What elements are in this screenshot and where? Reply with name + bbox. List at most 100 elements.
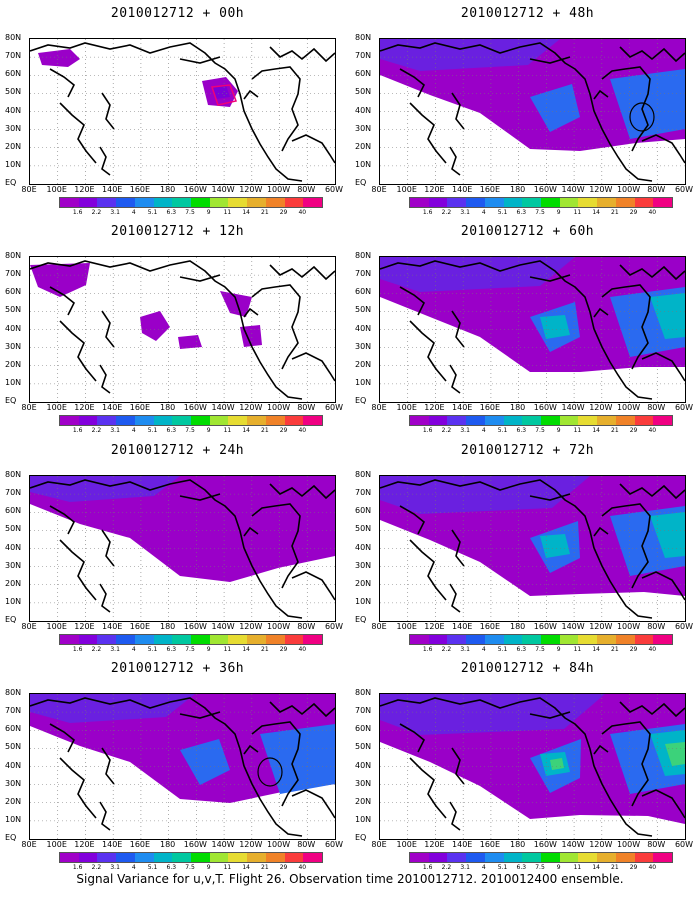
coastline (451, 529, 465, 567)
coastline (101, 529, 115, 567)
color-bar-swatch (503, 853, 523, 862)
figure-caption: Signal Variance for u,v,T. Flight 26. Ob… (76, 872, 624, 886)
color-bar-swatch (228, 198, 248, 207)
lon-tick-label: 140E (102, 840, 123, 849)
lon-tick-label: 120W (589, 403, 613, 412)
lat-tick-label: 30N (355, 341, 372, 351)
color-bar-swatch (653, 198, 673, 207)
lon-tick-label: 140W (561, 622, 585, 631)
color-bar-label: 11 (573, 864, 582, 871)
lon-tick-label: 80W (297, 622, 316, 631)
color-bar-swatch (597, 416, 616, 425)
color-bar-label: 5.1 (497, 864, 508, 871)
color-bar-label: 1.6 (422, 864, 433, 871)
variance-contour (665, 742, 685, 766)
color-bar-label: 11 (223, 427, 232, 434)
color-bar-swatch (428, 635, 448, 644)
lon-tick-label: 180 (159, 403, 176, 412)
color-bar-label: 5.1 (147, 209, 158, 216)
color-bar-label: 29 (629, 209, 638, 216)
lat-tick-label: 40N (355, 542, 372, 552)
lat-tick-label: 40N (5, 105, 22, 115)
color-bar-label: 5.1 (497, 209, 508, 216)
lat-tick-label: 20N (5, 359, 22, 369)
coastline (269, 701, 335, 718)
coastline (529, 274, 571, 282)
lon-tick-label: 140W (561, 185, 585, 194)
color-bar-label: 6.3 (516, 646, 527, 653)
coastline (99, 364, 111, 394)
color-bar-swatch (191, 198, 210, 207)
coastline (59, 320, 97, 382)
lon-tick-label: 60W (324, 622, 344, 631)
lat-tick-label: 70N (5, 51, 22, 61)
lon-tick-label: 120E (74, 840, 95, 849)
map-canvas (380, 257, 685, 402)
color-bar-label: 2.2 (91, 646, 102, 653)
coastline (380, 42, 653, 182)
lat-tick-label: 30N (5, 123, 22, 133)
color-bar-swatch (559, 853, 579, 862)
lon-tick-label: 140E (452, 840, 473, 849)
lon-tick-label: 140W (211, 622, 235, 631)
coastline (269, 46, 335, 63)
color-bar (59, 634, 323, 645)
map-panel: 2010012712 + 72h 80N 70N 60N 50N 40N 30N 20N 10N… (355, 437, 700, 662)
coastline (601, 503, 651, 589)
lon-tick-label: 160W (183, 403, 207, 412)
signal-variance-map (29, 475, 336, 622)
lon-tick-label: 60W (324, 840, 344, 849)
color-bar-swatch (447, 416, 467, 425)
lat-tick-label: 40N (5, 542, 22, 552)
lat-tick-label: 70N (5, 706, 22, 716)
variance-contour (212, 85, 230, 99)
color-bar-swatch (303, 853, 323, 862)
color-bar-swatch (228, 635, 248, 644)
lon-tick-label: 60W (674, 622, 694, 631)
lon-tick-label: 80W (647, 185, 666, 194)
lon-tick-label: 160W (533, 403, 557, 412)
color-bar-swatch (303, 416, 323, 425)
lon-tick-label: 140W (561, 403, 585, 412)
coastline (179, 493, 221, 501)
lat-tick-label: 50N (355, 524, 372, 534)
color-bar-swatch (116, 853, 135, 862)
coastline (409, 539, 447, 601)
color-bar-label: 21 (261, 427, 269, 434)
lat-tick-label: 80N (5, 688, 22, 697)
coastline (451, 92, 465, 130)
lon-tick-label: 100E (46, 840, 67, 849)
signal-variance-map (29, 256, 336, 403)
lon-tick-label: 100E (46, 185, 67, 194)
color-bar-swatch (634, 198, 654, 207)
lon-tick-label: 80E (371, 185, 387, 194)
color-bar-swatch (209, 635, 229, 644)
lon-tick-label: 100E (396, 403, 417, 412)
lat-tick-label: 40N (5, 323, 22, 333)
color-bar-swatch (228, 416, 248, 425)
color-bar-swatch (172, 198, 192, 207)
coastline (641, 134, 685, 164)
color-bar-swatch (559, 416, 579, 425)
color-bar-label: 3.1 (460, 646, 470, 653)
lat-tick-label: 50N (355, 305, 372, 315)
lon-tick-label: 100E (396, 185, 417, 194)
color-bar-swatch (615, 198, 635, 207)
lon-tick-label: 80W (297, 185, 316, 194)
panel-title: 2010012712 + 48h (460, 6, 595, 21)
lon-tick-label: 100W (616, 185, 641, 194)
lat-tick-label: 10N (5, 814, 22, 824)
color-bar-label: 14 (592, 646, 600, 653)
color-bar-swatch (97, 853, 117, 862)
lon-tick-label: 100W (616, 403, 641, 412)
color-bar-swatch (428, 416, 448, 425)
color-bar-label: 2.2 (91, 427, 102, 434)
color-bar-label: 40 (298, 864, 307, 871)
lon-tick-label: 60W (324, 403, 344, 412)
color-bar-swatch (116, 198, 135, 207)
color-bar-swatch (153, 416, 173, 425)
color-bar-swatch (447, 853, 467, 862)
color-bar-swatch (60, 853, 79, 862)
lon-tick-label: 80E (371, 403, 387, 412)
color-bar-swatch (247, 853, 266, 862)
